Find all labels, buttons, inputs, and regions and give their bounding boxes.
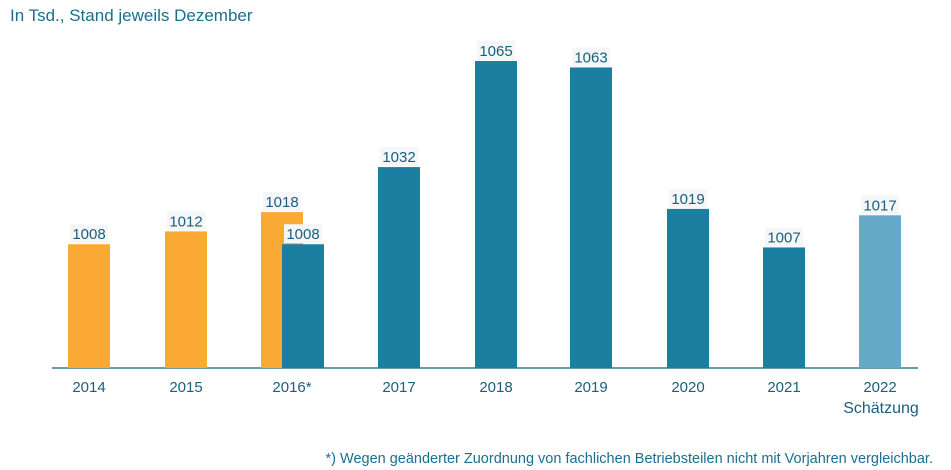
bar — [282, 244, 324, 368]
x-tick-label: 2017 — [382, 379, 415, 396]
bar — [570, 67, 612, 368]
bar — [475, 61, 517, 368]
data-label: 1008 — [72, 226, 105, 243]
data-label: 1012 — [169, 213, 202, 230]
data-label: 1017 — [863, 197, 896, 214]
data-label-bg — [861, 195, 899, 215]
x-tick-label: 2016* — [272, 379, 311, 396]
x-tick-label: 2021 — [767, 379, 800, 396]
x-tick-label: 2015 — [169, 379, 202, 396]
data-label: 1063 — [574, 49, 607, 66]
data-label-bg — [477, 41, 515, 60]
data-label: 1019 — [671, 191, 704, 208]
bar — [378, 167, 420, 368]
x-tick-label: 2020 — [671, 379, 704, 396]
bar — [667, 208, 709, 368]
data-label-bg — [263, 192, 301, 212]
data-label-bg — [380, 147, 418, 167]
x-tick-note: Schätzung — [843, 400, 919, 417]
data-label: 1032 — [382, 149, 415, 166]
chart-subtitle: In Tsd., Stand jeweils Dezember — [10, 6, 253, 25]
x-tick-label: 2022 — [863, 379, 896, 396]
data-label-bg — [284, 224, 322, 244]
bar — [763, 247, 805, 368]
footnote: *) Wegen geänderter Zuordnung von fachli… — [325, 451, 933, 467]
x-tick-label: 2018 — [479, 379, 512, 396]
data-label-bg — [70, 224, 108, 244]
data-label: 1008 — [286, 226, 319, 243]
data-label: 1018 — [265, 194, 298, 211]
data-label: 1007 — [767, 229, 800, 246]
data-label-bg — [669, 188, 707, 208]
bar — [165, 231, 207, 368]
bar — [859, 215, 901, 368]
x-tick-label: 2019 — [574, 379, 607, 396]
data-label-bg — [167, 211, 205, 231]
bar — [68, 244, 110, 368]
x-tick-label: 2014 — [72, 379, 105, 396]
data-label-bg — [765, 227, 803, 247]
data-label-bg — [572, 47, 610, 67]
data-label: 1065 — [479, 43, 512, 60]
